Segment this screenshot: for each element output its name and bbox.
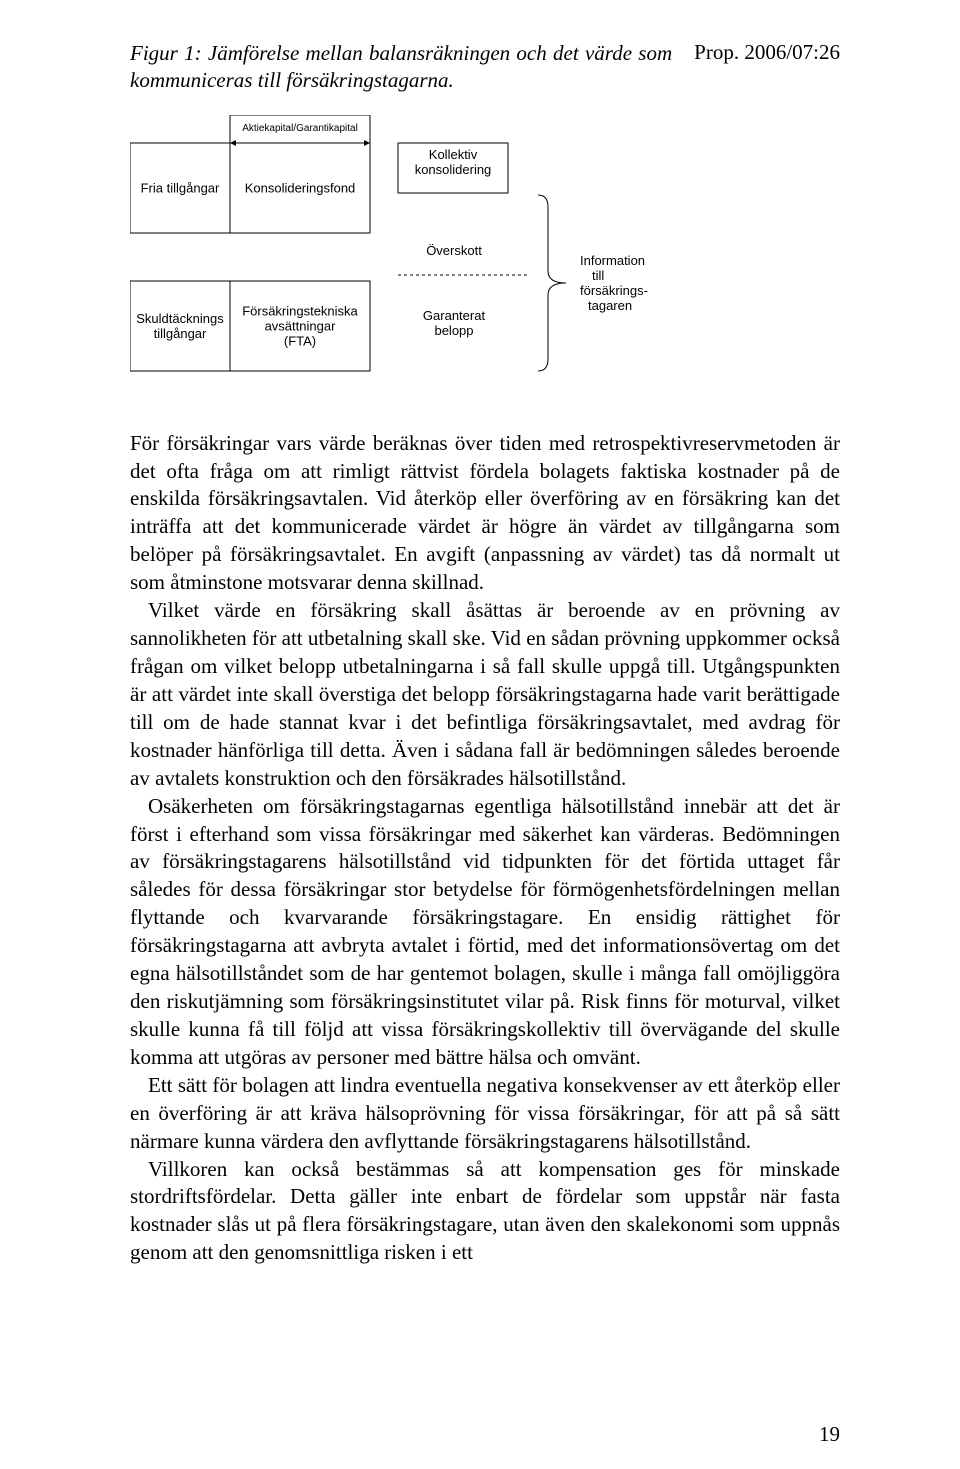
svg-text:Försäkringstekniska: Försäkringstekniska: [242, 303, 358, 318]
diagram-container: Fria tillgångar Aktiekapital/Garantikapit…: [130, 115, 840, 400]
figure-caption: Figur 1: Jämförelse mellan balansräkning…: [130, 40, 672, 95]
svg-text:konsolidering: konsolidering: [415, 162, 492, 177]
prop-number: Prop. 2006/07:26: [694, 40, 840, 65]
svg-text:försäkrings-: försäkrings-: [580, 283, 648, 298]
page: Figur 1: Jämförelse mellan balansräkning…: [0, 0, 960, 1469]
svg-text:Garanterat: Garanterat: [423, 308, 486, 323]
paragraph: För försäkringar vars värde beräknas öve…: [130, 430, 840, 598]
svg-text:tagaren: tagaren: [588, 298, 632, 313]
svg-text:Aktiekapital/Garantikapital: Aktiekapital/Garantikapital: [242, 123, 358, 134]
paragraph: Vilket värde en försäkring skall åsättas…: [130, 597, 840, 792]
body-text: För försäkringar vars värde beräknas öve…: [130, 430, 840, 1268]
svg-text:avsättningar: avsättningar: [265, 318, 336, 333]
svg-text:Skuldtäcknings: Skuldtäcknings: [136, 311, 224, 326]
paragraph: Osäkerheten om försäkringstagarnas egent…: [130, 793, 840, 1072]
paragraph: Villkoren kan också bestämmas så att kom…: [130, 1156, 840, 1268]
svg-text:till: till: [592, 268, 604, 283]
svg-text:belopp: belopp: [434, 323, 473, 338]
svg-text:Kollektiv: Kollektiv: [429, 147, 478, 162]
svg-text:Information: Information: [580, 253, 645, 268]
paragraph: Ett sätt för bolagen att lindra eventuel…: [130, 1072, 840, 1156]
svg-text:(FTA): (FTA): [284, 333, 316, 348]
svg-text:tillgångar: tillgångar: [154, 326, 207, 341]
balance-diagram: Fria tillgångar Aktiekapital/Garantikapit…: [130, 115, 690, 395]
svg-text:Överskott: Överskott: [426, 243, 482, 258]
page-number: 19: [819, 1422, 840, 1447]
caption-row: Figur 1: Jämförelse mellan balansräkning…: [130, 40, 840, 95]
svg-text:Fria tillgångar: Fria tillgångar: [141, 180, 220, 195]
svg-text:Konsolideringsfond: Konsolideringsfond: [245, 180, 356, 195]
